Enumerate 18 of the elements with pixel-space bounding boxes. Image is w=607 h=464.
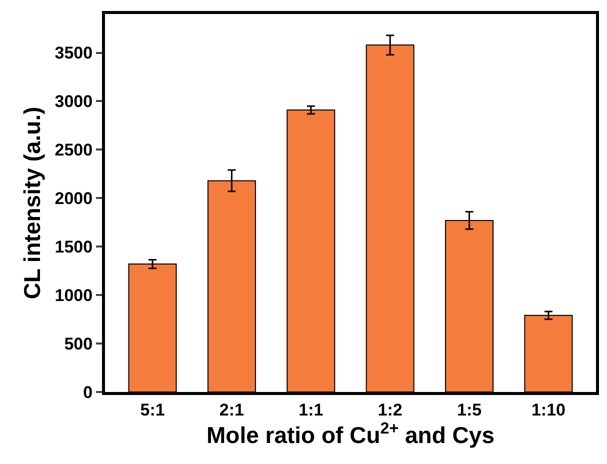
y-tick-label: 0 — [83, 382, 93, 402]
y-tick-label: 3500 — [54, 44, 93, 63]
bar — [286, 109, 336, 392]
y-axis-title: CL intensity (a.u.) — [19, 106, 46, 300]
y-tick-label: 2500 — [54, 140, 93, 160]
y-tick-label: 1000 — [54, 286, 93, 306]
y-tick-label: 3000 — [54, 92, 93, 112]
x-tick-label: 1:5 — [457, 400, 482, 420]
x-tick-label: 1:10 — [531, 400, 566, 420]
bar — [524, 314, 573, 392]
x-tick-label: 1:1 — [298, 400, 324, 420]
y-tick-label: 2000 — [54, 189, 93, 208]
x-tick-label: 2:1 — [219, 400, 244, 420]
y-tick-label: 500 — [64, 334, 93, 354]
x-tick-label: 1:2 — [378, 400, 402, 420]
y-tick-label: 1500 — [54, 238, 93, 257]
x-axis-title: Mole ratio of Cu$^{2+}$ and Cys — [206, 419, 495, 448]
x-tick-label: 5:1 — [140, 400, 165, 420]
